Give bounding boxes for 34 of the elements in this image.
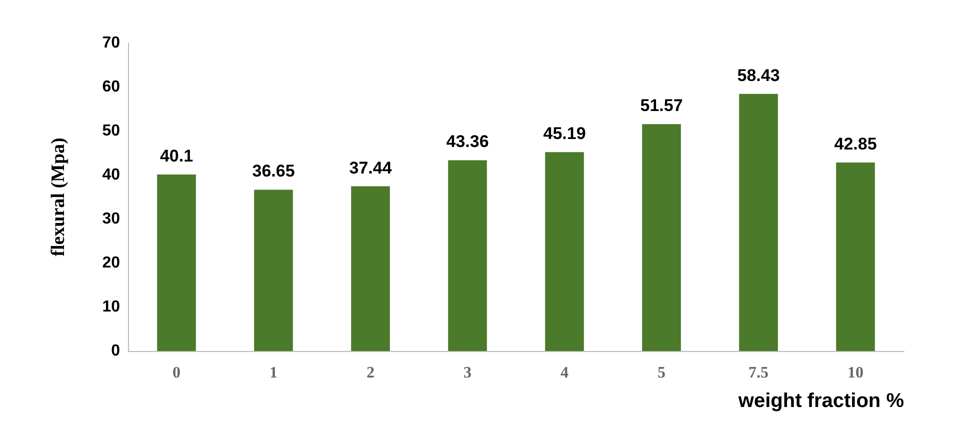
bar [836, 162, 875, 351]
data-label: 36.65 [252, 162, 295, 181]
data-label: 40.1 [160, 146, 194, 166]
x-tick-label: 5 [658, 364, 666, 382]
x-tick-label: 1 [270, 364, 278, 382]
y-axis-title: flexural (Mpa) [48, 138, 69, 256]
data-label: 42.85 [834, 134, 877, 154]
y-tick-label: 70 [102, 34, 120, 52]
bar [545, 152, 584, 351]
x-tick-label: 2 [366, 364, 374, 382]
y-tick-label: 60 [102, 78, 120, 96]
y-tick-label: 0 [111, 342, 120, 360]
bar [157, 174, 196, 351]
y-tick-label: 40 [102, 166, 120, 184]
y-tick-label: 30 [102, 210, 120, 228]
y-tick-label: 10 [102, 298, 120, 316]
bar [448, 160, 487, 351]
bar [351, 186, 390, 351]
x-tick-label: 0 [172, 364, 180, 382]
x-tick-label: 7.5 [748, 364, 768, 382]
data-label: 45.19 [543, 124, 586, 144]
data-label: 43.36 [446, 132, 489, 152]
data-label: 37.44 [349, 158, 392, 178]
y-tick-label: 50 [102, 122, 120, 140]
x-tick-label: 10 [848, 364, 864, 382]
bar [739, 94, 778, 351]
bar [254, 190, 293, 351]
x-tick-label: 3 [464, 364, 472, 382]
bar [642, 124, 681, 351]
x-tick-label: 4 [560, 364, 568, 382]
data-label: 58.43 [737, 66, 780, 85]
y-tick-label: 20 [102, 254, 120, 272]
data-label: 51.57 [640, 96, 683, 116]
x-axis-title: weight fraction % [737, 390, 904, 412]
